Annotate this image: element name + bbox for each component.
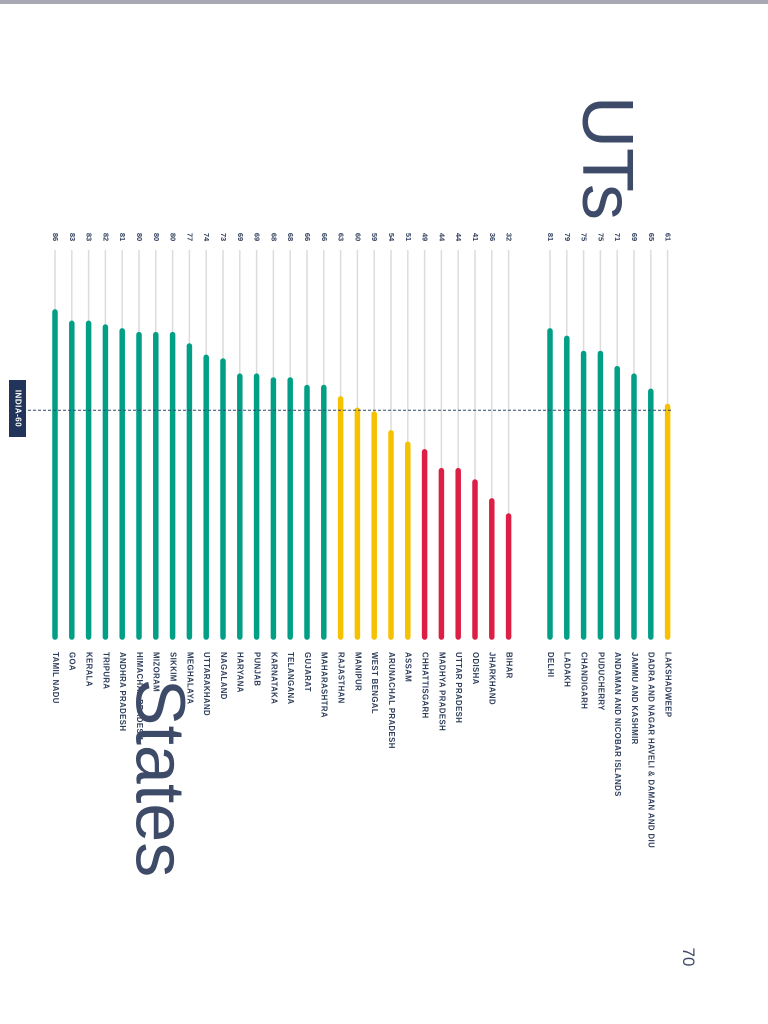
- state-category-label: RAJASTHAN: [337, 652, 346, 704]
- state-category-label: JHARKHAND: [488, 652, 497, 705]
- state-category-label: TRIPURA: [101, 652, 110, 689]
- state-value-label: 32: [505, 233, 514, 241]
- state-value-label: 54: [387, 233, 396, 242]
- state-category-label: GUJARAT: [303, 652, 312, 692]
- state-category-label: KARNATAKA: [269, 652, 278, 704]
- state-category-label: UTTAR PRADESH: [454, 652, 463, 723]
- state-category-label: WEST BENGAL: [370, 652, 379, 714]
- state-category-label: ASSAM: [404, 652, 413, 682]
- state-value-label: 83: [85, 233, 94, 241]
- state-value-label: 80: [152, 233, 161, 241]
- ut-value-label: 71: [613, 233, 622, 241]
- state-value-label: 86: [51, 233, 60, 241]
- state-category-label: MAHARASHTRA: [320, 652, 329, 718]
- ut-category-label: ANDAMAN AND NICOBAR ISLANDS: [613, 652, 622, 797]
- state-value-label: 69: [253, 233, 262, 241]
- state-value-label: 73: [219, 233, 228, 241]
- state-value-label: 41: [471, 233, 480, 241]
- state-category-label: PUNJAB: [253, 652, 262, 686]
- ut-value-label: 75: [580, 233, 589, 241]
- ut-category-label: LADAKH: [563, 652, 572, 687]
- state-value-label: 44: [454, 233, 463, 242]
- ut-category-label: DELHI: [546, 652, 555, 677]
- state-value-label: 68: [269, 233, 278, 241]
- india-average-badge: [9, 380, 26, 437]
- ut-value-label: 75: [596, 233, 605, 241]
- ut-category-label: CHANDIGARH: [580, 652, 589, 709]
- page-number: 70: [679, 947, 698, 967]
- state-value-label: 69: [236, 233, 245, 241]
- state-value-label: 49: [421, 233, 430, 241]
- ut-category-label: JAMMU AND KASHMIR: [630, 652, 639, 745]
- state-category-label: MIZORAM: [152, 652, 161, 692]
- state-value-label: 81: [118, 233, 127, 241]
- state-value-label: 68: [286, 233, 295, 241]
- state-category-label: TAMIL NADU: [51, 652, 60, 704]
- ut-category-label: LAKSHADWEEP: [664, 652, 673, 717]
- state-value-label: 83: [68, 233, 77, 241]
- state-category-label: ANDHRA PRADESH: [118, 652, 127, 731]
- state-category-label: ARUNACHAL PRADESH: [387, 652, 396, 749]
- state-value-label: 63: [337, 233, 346, 241]
- states-title: States: [122, 679, 200, 877]
- state-category-label: MANIPUR: [353, 652, 362, 691]
- state-value-label: 66: [320, 233, 329, 241]
- ut-category-label: DADRA AND NAGAR HAVELI & DAMAN AND DIU: [647, 652, 656, 848]
- state-value-label: 44: [437, 233, 446, 242]
- state-category-label: KERALA: [85, 652, 94, 687]
- ut-value-label: 69: [630, 233, 639, 241]
- state-value-label: 36: [488, 233, 497, 241]
- state-category-label: NAGALAND: [219, 652, 228, 700]
- ut-value-label: 61: [664, 233, 673, 241]
- state-value-label: 77: [185, 233, 194, 241]
- state-category-label: BIHAR: [505, 652, 514, 679]
- state-category-label: MADHYA PRADESH: [437, 652, 446, 731]
- state-category-label: MEGHALAYA: [185, 652, 194, 704]
- uts-title: UTs: [567, 96, 647, 220]
- state-category-label: GOA: [68, 652, 77, 671]
- state-value-label: 66: [303, 233, 312, 241]
- state-category-label: HARYANA: [236, 652, 245, 693]
- state-value-label: 80: [135, 233, 144, 241]
- ut-value-label: 65: [647, 233, 656, 241]
- ut-value-label: 81: [546, 233, 555, 241]
- page-top-border: [0, 0, 768, 4]
- state-category-label: HIMACHAL PRADESH: [135, 652, 144, 740]
- state-value-label: 51: [404, 233, 413, 241]
- state-value-label: 82: [101, 233, 110, 241]
- state-category-label: CHHATTISGARH: [421, 652, 430, 719]
- state-value-label: 74: [202, 233, 211, 242]
- state-value-label: 60: [353, 233, 362, 241]
- state-category-label: SIKKIM: [169, 652, 178, 682]
- india-average-label: INDIA-60: [13, 390, 22, 427]
- state-category-label: UTTARAKHAND: [202, 652, 211, 716]
- state-value-label: 80: [169, 233, 178, 241]
- ut-value-label: 79: [563, 233, 572, 241]
- state-category-label: ODISHA: [471, 652, 480, 685]
- state-value-label: 59: [370, 233, 379, 241]
- ut-category-label: PUDUCHERRY: [596, 652, 605, 711]
- state-category-label: TELANGANA: [286, 652, 295, 705]
